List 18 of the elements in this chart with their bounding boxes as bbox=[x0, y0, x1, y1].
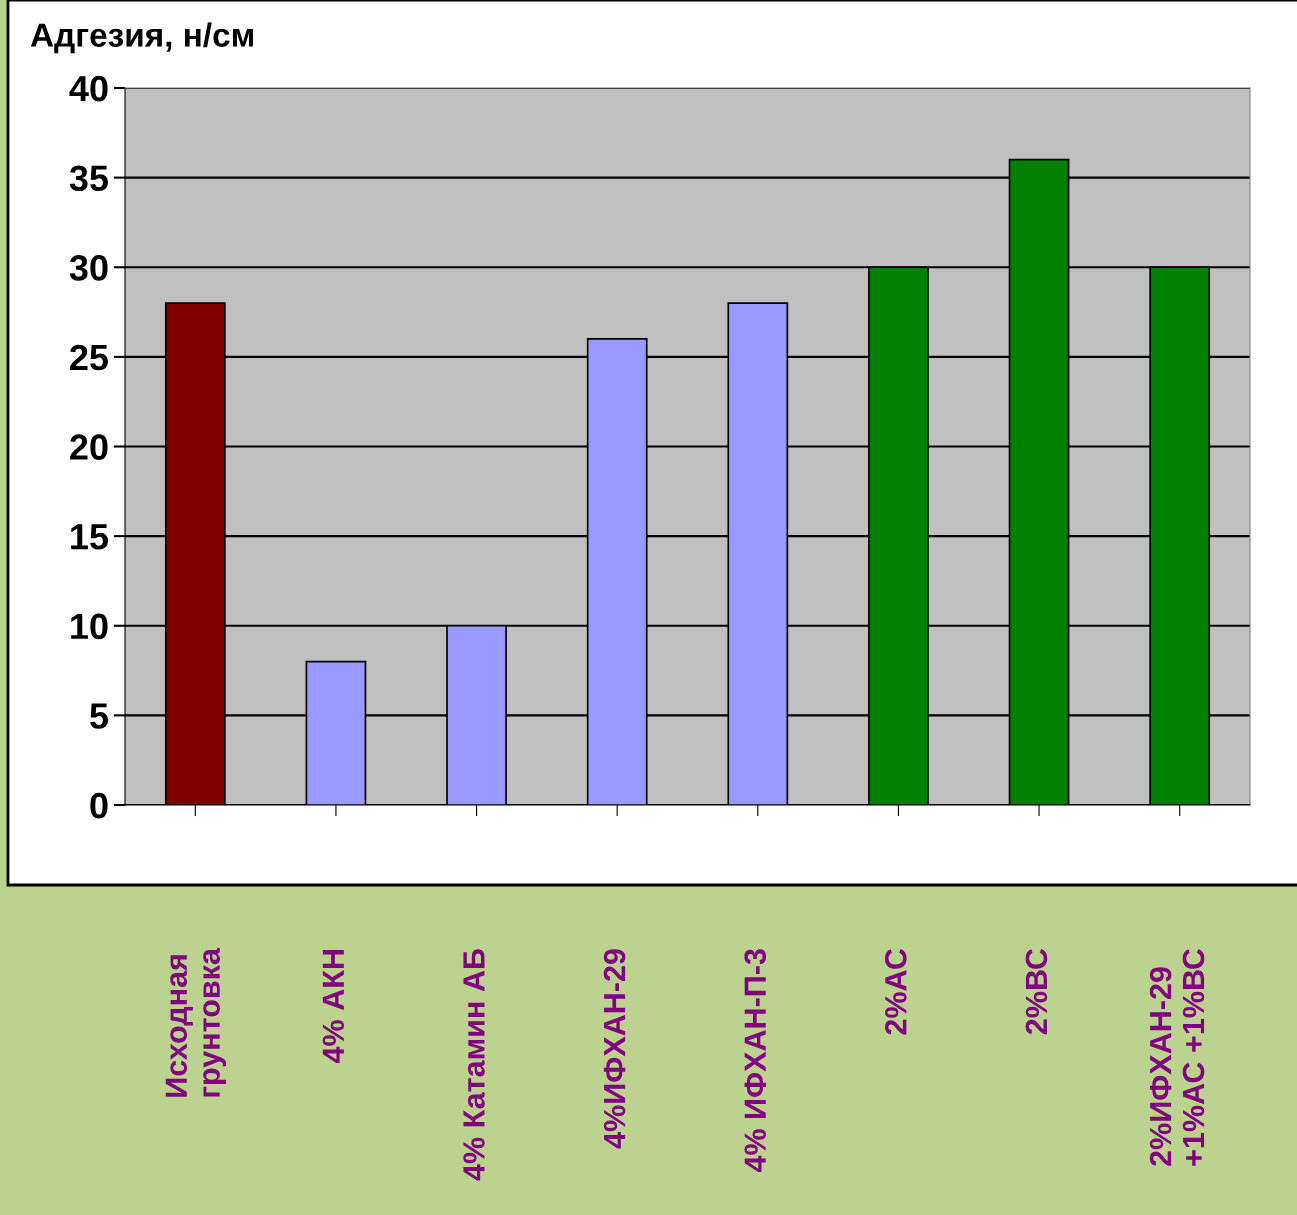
x-tick-label: 4% ИФХАН-П-3 bbox=[744, 949, 767, 1173]
x-tick-label: 2%АС bbox=[885, 948, 907, 1035]
x-tick-label: Исходная грунтовка bbox=[165, 947, 227, 1097]
y-tick-label: 15 bbox=[71, 524, 109, 550]
x-tick-label: 4% АКН bbox=[322, 950, 345, 1064]
y-tick-label: 0 bbox=[90, 792, 108, 819]
y-tick-label: 10 bbox=[71, 613, 108, 640]
x-tick-label: 4%ИФХАН-29 bbox=[603, 949, 626, 1149]
x-tick-label: 2%ИФХАН-29 +1%АС +1%ВС bbox=[1149, 948, 1205, 1166]
y-tick-label: 25 bbox=[70, 344, 109, 371]
y-axis-title: Адгезия, н/см bbox=[30, 22, 253, 54]
y-tick-label: 35 bbox=[69, 165, 109, 192]
y-tick-label: 30 bbox=[69, 255, 108, 281]
x-tick-label: 4% Катамин АБ bbox=[463, 949, 485, 1181]
x-tick-label: 2%ВС bbox=[1025, 948, 1048, 1035]
y-tick-label: 20 bbox=[70, 434, 108, 460]
y-tick-label: 40 bbox=[69, 75, 108, 102]
y-tick-label: 5 bbox=[90, 703, 109, 729]
